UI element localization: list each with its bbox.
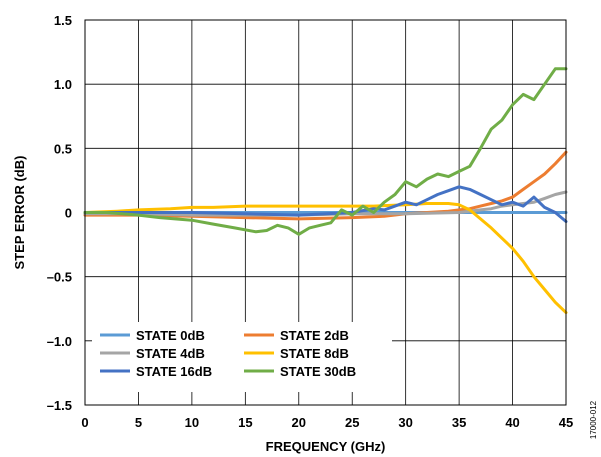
legend-label: STATE 16dB [136,364,212,379]
legend-label: STATE 30dB [280,364,356,379]
figure-id: 17000-012 [589,400,598,439]
legend-box [92,322,392,392]
y-tick-label: 1.0 [54,77,72,92]
x-tick-label: 35 [452,415,466,430]
legend-label: STATE 4dB [136,346,205,361]
y-axis-title: STEP ERROR (dB) [12,156,27,270]
legend-label: STATE 0dB [136,328,205,343]
series-layer [83,67,568,315]
x-tick-label: 0 [81,415,88,430]
series-line-state-16db [83,185,568,223]
x-tick-label: 10 [185,415,199,430]
y-tick-label: 1.5 [54,13,72,28]
series-line-state-2db [83,150,568,221]
x-tick-label: 5 [135,415,142,430]
series-line-state-30db [83,67,568,236]
x-tick-label: 20 [292,415,306,430]
y-tick-label: 0.5 [54,141,72,156]
x-tick-label: 45 [559,415,573,430]
tick-labels: 0 5 10 15 20 25 30 35 40 45 1.5 1.0 0.5 0 –0.5 –1.0 –1.5 [47,13,574,430]
plot-frame [84,19,567,406]
legend: STATE 0dB STATE 2dB STATE 4dB STATE 8dB STAT… [92,322,392,392]
legend-label: STATE 2dB [280,328,349,343]
x-tick-label: 15 [238,415,252,430]
x-tick-label: 40 [505,415,519,430]
x-tick-label: 25 [345,415,359,430]
y-tick-label: –0.5 [47,270,72,285]
x-tick-label: 30 [398,415,412,430]
series-line-state-8db [83,202,568,315]
y-tick-label: 0 [65,206,72,221]
y-tick-label: –1.5 [47,398,72,413]
x-axis-title: FREQUENCY (GHz) [266,439,386,454]
y-tick-label: –1.0 [47,334,72,349]
legend-label: STATE 8dB [280,346,349,361]
